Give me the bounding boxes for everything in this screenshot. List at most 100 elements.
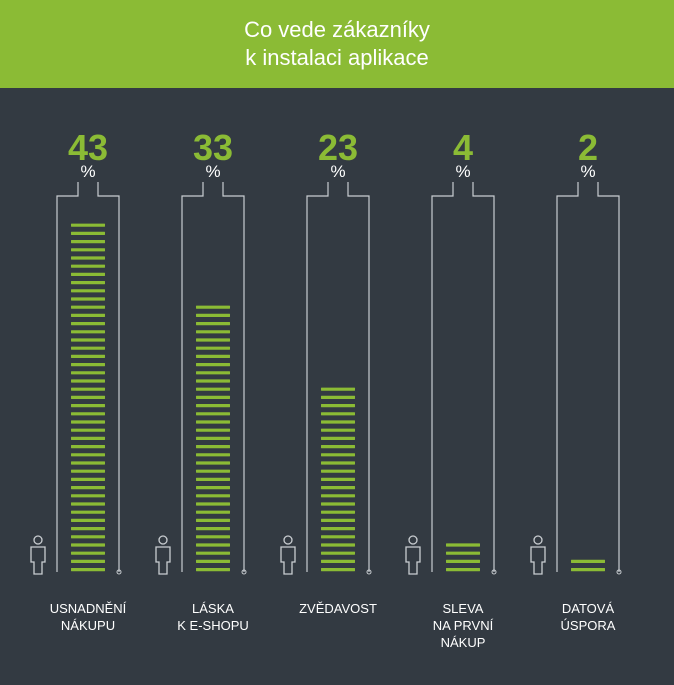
bar-stripe (196, 461, 230, 465)
bar-stripe (321, 486, 355, 490)
bar-stripe (196, 568, 230, 572)
bar-stripe (196, 313, 230, 317)
person-icon (405, 535, 421, 575)
bar-stripe (71, 510, 105, 514)
bar-stripe (71, 551, 105, 555)
bar-stripe (71, 445, 105, 449)
bar-stripe (196, 559, 230, 563)
unit-label: % (80, 162, 95, 181)
category-label-line: NÁKUP (440, 635, 486, 650)
person-icon (280, 535, 296, 575)
bar-stripe (71, 428, 105, 432)
bar-stripe (71, 527, 105, 531)
bar-stripe (571, 559, 605, 563)
category-label-line: K E-SHOPU (177, 618, 249, 633)
bar-stripe (446, 543, 480, 547)
bar-stripe (196, 404, 230, 408)
bar-stripe (321, 535, 355, 539)
bar-stripe (196, 436, 230, 440)
bar-stripe (71, 568, 105, 572)
bar-stripe (196, 535, 230, 539)
bar-stripe (196, 428, 230, 432)
bracket-end-dot (241, 569, 247, 575)
bar-stripe (71, 420, 105, 424)
bar-bracket (181, 182, 245, 572)
bar-stripe (196, 527, 230, 531)
bar-stripe (321, 445, 355, 449)
bar-stripe (196, 363, 230, 367)
bar-stripe (196, 510, 230, 514)
bar-stripe (71, 461, 105, 465)
bar-stripe (196, 551, 230, 555)
bar-group-4: 4% (405, 127, 497, 575)
bar-stripe (321, 387, 355, 391)
bar-stripe (196, 445, 230, 449)
bar-stripe (71, 379, 105, 383)
chart-title-line-1: Co vede zákazníky (244, 17, 430, 42)
bracket-end-dot (116, 569, 122, 575)
value-label: 23 (318, 127, 358, 168)
bar-stripe (196, 494, 230, 498)
bar-stripe (71, 453, 105, 457)
bar-stripe (71, 305, 105, 309)
bar-group-3: 23% (280, 127, 372, 575)
category-label-line: SLEVA (442, 601, 484, 616)
bar-stripe (71, 256, 105, 260)
bar-stripe (321, 412, 355, 416)
bracket-end-dot (491, 569, 497, 575)
bar-stripe (321, 420, 355, 424)
bar-stripe (571, 568, 605, 572)
bar-bracket (56, 182, 120, 572)
category-label-line: NÁKUPU (60, 618, 116, 633)
unit-label: % (455, 162, 470, 181)
bar-stripe (71, 404, 105, 408)
bar-stripe (196, 354, 230, 358)
bar-stripe (321, 404, 355, 408)
bar-stripe (196, 305, 230, 309)
bar-stripe (321, 494, 355, 498)
bar-stripe (196, 477, 230, 481)
bar-stripe (71, 346, 105, 350)
bar-stripe (71, 248, 105, 252)
bar-chart: 43%33%23%4%2% (30, 127, 622, 575)
bar-stripe (71, 436, 105, 440)
bracket-end-dot (616, 569, 622, 575)
bar-bracket (306, 182, 370, 572)
bar-stripe (71, 535, 105, 539)
bar-stripe (321, 568, 355, 572)
bar-stripe (321, 453, 355, 457)
bar-stripe (321, 510, 355, 514)
bar-stripe (321, 527, 355, 531)
bar-stripe (71, 363, 105, 367)
bar-stripe (321, 502, 355, 506)
bar-bracket (431, 182, 495, 572)
bar-bracket (556, 182, 620, 572)
category-label-line: DATOVÁ (561, 601, 615, 616)
bar-stripe (71, 322, 105, 326)
bar-stripe (71, 289, 105, 293)
bar-stripe (71, 486, 105, 490)
chart-header: Co vede zákazníky k instalaci aplikace (0, 0, 674, 88)
person-icon (30, 535, 46, 575)
value-label: 43 (68, 127, 108, 168)
bar-stripe (196, 338, 230, 342)
category-label-line: LÁSKA (192, 601, 234, 616)
value-label: 2 (578, 127, 598, 168)
bar-stripe (71, 469, 105, 473)
category-label: DATOVÁ ÚSPORA (528, 600, 648, 634)
bar-stripe (196, 330, 230, 334)
bar-stripe (71, 371, 105, 375)
category-label: SLEVA NA PRVNÍ NÁKUP (403, 600, 523, 651)
bar-stripe (196, 469, 230, 473)
bar-stripe (321, 477, 355, 481)
bar-stripe (71, 518, 105, 522)
bar-stripe (71, 281, 105, 285)
bar-stripe (71, 387, 105, 391)
bar-stripe (71, 338, 105, 342)
bar-stripe (321, 469, 355, 473)
bar-stripe (71, 240, 105, 244)
bar-stripe (321, 543, 355, 547)
bar-stripe (321, 551, 355, 555)
bar-stripe (321, 395, 355, 399)
value-label: 4 (453, 127, 473, 168)
